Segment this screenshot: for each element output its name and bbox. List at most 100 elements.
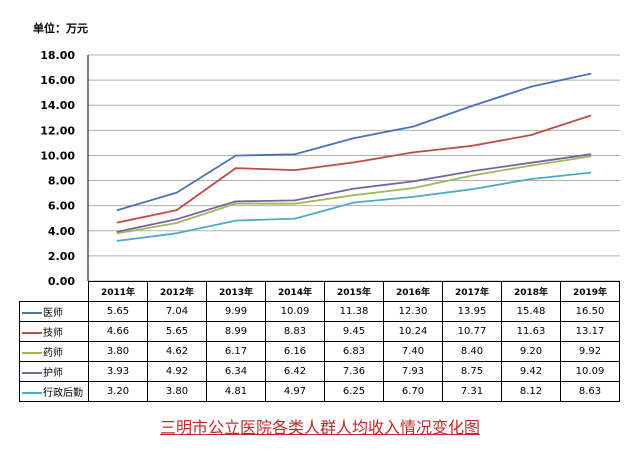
data-point — [353, 137, 355, 140]
data-label: 9.42 — [501, 361, 561, 382]
data-point — [471, 104, 474, 107]
data-point — [412, 195, 415, 198]
x-tick-label: 2013年 — [206, 281, 266, 302]
data-label: 6.83 — [324, 341, 384, 362]
data-point — [530, 161, 533, 164]
data-label: 7.04 — [147, 301, 207, 322]
data-point — [293, 169, 296, 172]
data-label: 16.50 — [560, 301, 620, 322]
data-point — [412, 180, 415, 183]
x-tick-label: 2016年 — [383, 281, 443, 302]
legend-line-swatch — [22, 392, 42, 394]
line-chart: 0.00 2.00 4.00 6.00 8.00 10.00 12.00 14.00 16.00… — [40, 49, 620, 288]
data-label: 3.80 — [88, 341, 148, 362]
data-point — [175, 222, 178, 224]
data-point — [412, 125, 415, 128]
data-label: 8.83 — [265, 321, 325, 342]
data-point — [234, 202, 237, 205]
data-label: 8.99 — [206, 321, 266, 342]
legend-entry: 技师 — [19, 321, 89, 342]
data-label: 9.45 — [324, 321, 384, 342]
series-line-2 — [117, 114, 591, 224]
data-point — [471, 144, 474, 147]
y-tick-label: 8.00 — [48, 175, 75, 188]
data-label: 4.66 — [88, 321, 148, 342]
legend-label: 医师 — [43, 308, 63, 319]
data-point — [353, 194, 355, 197]
data-point — [116, 239, 119, 242]
data-point — [116, 221, 119, 224]
series-line-4 — [117, 153, 591, 233]
data-point — [471, 174, 474, 177]
legend-entry: 医师 — [19, 301, 89, 322]
data-point — [293, 202, 296, 205]
data-label: 6.34 — [206, 361, 266, 382]
data-label: 8.40 — [442, 341, 502, 362]
data-point — [589, 155, 592, 158]
data-point — [116, 232, 119, 235]
legend-entry: 行政后勤 — [19, 381, 89, 402]
series-line-1 — [117, 72, 591, 211]
data-label: 3.20 — [88, 381, 148, 402]
data-label: 8.63 — [560, 381, 620, 402]
data-point — [293, 217, 296, 220]
table-row: 护师 3.93 4.92 6.34 6.42 7.36 7.93 8.75 9.42 10.09 — [19, 361, 620, 382]
unit-label: 单位：万元 — [33, 22, 88, 35]
data-label: 9.20 — [501, 341, 561, 362]
data-label: 11.63 — [501, 321, 561, 342]
data-point — [589, 72, 592, 75]
y-tick-label: 12.00 — [40, 124, 75, 137]
data-point — [530, 178, 533, 180]
x-tick-label: 2018年 — [501, 281, 561, 302]
legend-line-swatch — [22, 312, 42, 314]
data-label: 4.92 — [147, 361, 207, 382]
data-label: 7.31 — [442, 381, 502, 402]
data-label: 8.12 — [501, 381, 561, 402]
data-point — [293, 153, 296, 156]
data-point — [175, 218, 178, 221]
legend-label: 行政后勤 — [43, 388, 83, 399]
data-point — [116, 230, 119, 233]
data-point — [234, 167, 237, 170]
data-point — [530, 85, 533, 88]
data-point — [412, 151, 415, 154]
data-label: 4.97 — [265, 381, 325, 402]
data-label: 10.77 — [442, 321, 502, 342]
data-label: 7.93 — [383, 361, 443, 382]
data-label: 9.99 — [206, 301, 266, 322]
data-label: 10.09 — [265, 301, 325, 322]
data-label: 8.75 — [442, 361, 502, 382]
y-tick-label: 0.00 — [48, 275, 75, 288]
data-point — [589, 114, 592, 117]
data-point — [116, 209, 119, 211]
legend-label: 护师 — [43, 368, 63, 379]
y-tick-label: 16.00 — [40, 74, 75, 87]
data-point — [293, 199, 296, 202]
data-label: 6.16 — [265, 341, 325, 362]
y-tick-label: 6.00 — [48, 200, 75, 213]
legend-entry: 药师 — [19, 341, 89, 362]
table-row: 技师 4.66 5.65 8.99 8.83 9.45 10.24 10.77 11.63 13.… — [19, 321, 620, 342]
data-label: 3.93 — [88, 361, 148, 382]
data-label: 13.95 — [442, 301, 502, 322]
y-tick-label: 2.00 — [48, 250, 75, 263]
y-tick-label: 4.00 — [48, 225, 75, 238]
data-label: 10.24 — [383, 321, 443, 342]
data-label: 11.38 — [324, 301, 384, 322]
x-tick-label: 2014年 — [265, 281, 325, 302]
legend-line-swatch — [22, 372, 42, 374]
table-corner — [20, 282, 89, 302]
data-point — [530, 134, 533, 136]
data-point — [175, 191, 178, 194]
chart-title: 三明市公立医院各类人群人均收入情况变化图 — [159, 418, 480, 437]
x-tick-label: 2017年 — [442, 281, 502, 302]
legend-line-swatch — [22, 352, 42, 354]
data-point — [353, 187, 355, 190]
data-label: 4.81 — [206, 381, 266, 402]
x-tick-label: 2019年 — [560, 281, 620, 302]
data-label: 9.92 — [560, 341, 620, 362]
data-point — [471, 170, 474, 173]
data-label: 13.17 — [560, 321, 620, 342]
data-point — [412, 187, 415, 189]
table-row: 行政后勤 3.20 3.80 4.81 4.97 6.25 6.70 7.31 8.12 8.63 — [19, 381, 620, 402]
